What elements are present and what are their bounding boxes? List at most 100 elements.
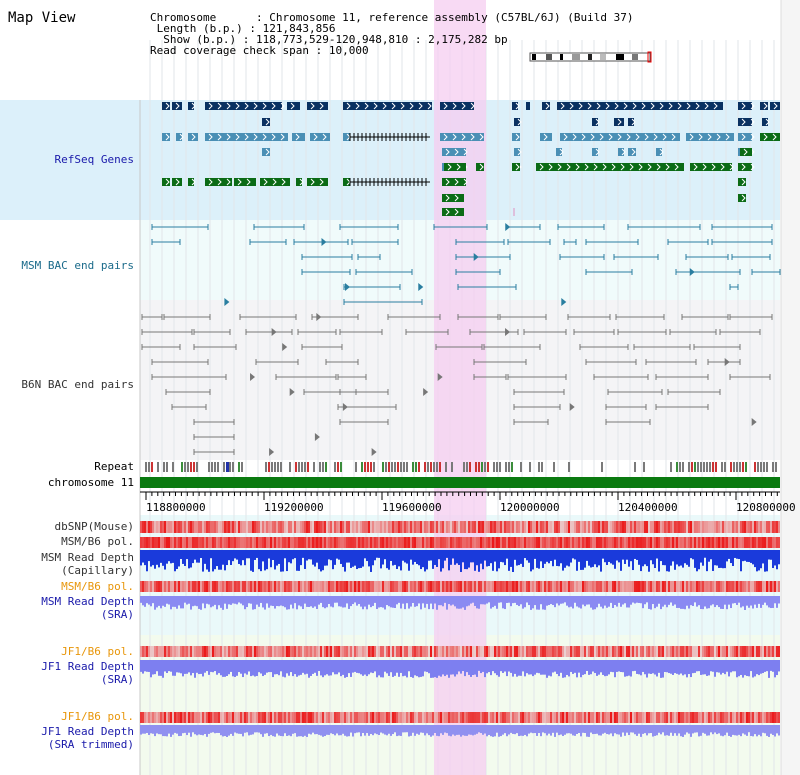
track-label-msm-depth-capillary-sub: (Capillary) [61,564,134,577]
msm-sra-depth-bar [526,596,528,603]
msm-sra-depth-bar [540,596,542,605]
gene-strand-arrow [773,102,778,110]
gene-strand-arrow [599,133,604,141]
jf1-b6-pol-strip [294,646,296,657]
msm-b6-pol-strip [344,581,346,592]
dbsnp-strip [560,521,562,533]
track-label-msm-b6-pol-2[interactable]: MSM/B6 pol. [61,580,134,593]
jf1-sra-depth-bar [390,660,392,673]
msm-capillary-depth-bar [444,550,446,561]
jf1-sra-depth-bar [440,660,442,677]
dbsnp-strip [728,521,730,533]
track-label-msm-depth-capillary[interactable]: MSM Read Depth [41,551,134,564]
msm-b6-pol-strip [486,537,488,548]
jf1-b6-pol-strip [280,646,282,657]
gene-strand-arrow [569,102,574,110]
jf1-sra-depth-bar [392,660,394,677]
jf1-sra-depth-bar [572,660,574,674]
repeat-element [691,462,693,472]
dbsnp-strip [662,521,664,533]
track-label-msm-depth-sra[interactable]: MSM Read Depth [41,595,134,608]
jf1-b6-pol-strip [478,646,480,657]
track-label-msm-b6-pol-1[interactable]: MSM/B6 pol. [61,535,134,548]
track-label-jf1-depth-sra[interactable]: JF1 Read Depth [41,660,134,673]
msm-sra-depth-bar [424,596,426,608]
msm-sra-depth-bar [428,596,430,610]
msm-capillary-depth-bar [398,550,400,567]
msm-sra-depth-bar [352,596,354,605]
dbsnp-strip [670,521,672,533]
msm-b6-pol-strip [394,581,396,592]
jf1-b6-pol-strip [266,646,268,657]
jf1-trimmed-depth-bar [218,725,220,733]
jf1-b6-pol-strip [432,646,434,657]
jf1-trimmed-depth-bar [670,725,672,733]
msm-b6-pol-strip [612,581,614,592]
jf1-trimmed-depth-bar [190,725,192,737]
track-label-refseq[interactable]: RefSeq Genes [54,153,134,166]
length-key: Length (b.p.) [156,22,243,35]
track-label-dbsnp[interactable]: dbSNP(Mouse) [54,520,134,533]
msm-sra-depth-bar [644,596,646,605]
dbsnp-strip [672,521,674,533]
msm-b6-pol-strip [760,581,762,592]
repeat-element [469,462,471,472]
msm-sra-depth-bar [406,596,408,604]
msm-capillary-depth-bar [494,550,496,562]
repeat-element [670,462,672,472]
jf1-b6-pol-strip [336,712,338,723]
msm-capillary-depth-bar [396,550,398,570]
msm-sra-depth-bar [228,596,230,605]
msm-sra-depth-bar [268,596,270,608]
msm-sra-depth-bar [404,596,406,610]
track-label-chromosome[interactable]: chromosome 11 [47,476,134,489]
jf1-trimmed-depth-bar [434,725,436,734]
msm-capillary-depth-bar [190,550,192,568]
msm-b6-pol-strip [480,537,482,548]
jf1-trimmed-depth-bar [290,725,292,737]
jf1-b6-pol-strip [188,646,190,657]
jf1-b6-pol-strip [446,712,448,723]
msm-b6-pol-strip [586,537,588,548]
msm-capillary-depth-bar [564,550,566,568]
msm-capillary-depth-bar [332,550,334,570]
msm-b6-pol-strip [436,581,438,592]
dbsnp-strip [186,521,188,533]
jf1-b6-pol-strip [152,712,154,723]
jf1-sra-depth-bar [194,660,196,678]
jf1-b6-pol-strip [582,646,584,657]
msm-capillary-depth-bar [534,550,536,559]
msm-b6-pol-strip [284,581,286,592]
gene-strand-arrow [629,163,634,171]
dbsnp-strip [184,521,186,533]
track-label-b6n-bac[interactable]: B6N BAC end pairs [21,378,134,391]
msm-capillary-depth-bar [290,550,292,564]
jf1-sra-depth-bar [560,660,562,673]
track-label-jf1-depth-trimmed[interactable]: JF1 Read Depth [41,725,134,738]
msm-b6-pol-strip [546,581,548,592]
track-label-msm-bac[interactable]: MSM BAC end pairs [21,259,134,272]
b6n-bac-end-arrow [751,418,757,426]
jf1-trimmed-depth-bar [662,725,664,733]
dbsnp-strip [258,521,260,533]
msm-sra-depth-bar [184,596,186,603]
gene-strand-arrow [272,178,277,186]
jf1-sra-depth-bar [162,660,164,678]
msm-sra-depth-bar [520,596,522,605]
jf1-sra-depth-bar [200,660,202,674]
jf1-trimmed-depth-bar [346,725,348,737]
jf1-sra-depth-bar [428,660,430,674]
msm-b6-pol-strip [384,581,386,592]
jf1-b6-pol-strip [514,646,516,657]
jf1-trimmed-depth-bar [496,725,498,733]
repeat-element [400,462,402,472]
track-label-jf1-b6-pol-2[interactable]: JF1/B6 pol. [61,710,134,723]
jf1-sra-depth-bar [304,660,306,675]
track-label-jf1-b6-pol-1[interactable]: JF1/B6 pol. [61,645,134,658]
dbsnp-strip [668,521,670,533]
track-label-repeat[interactable]: Repeat [94,460,134,473]
msm-b6-pol-strip [450,537,452,548]
msm-capillary-depth-bar [432,550,434,569]
jf1-b6-pol-strip [516,646,518,657]
